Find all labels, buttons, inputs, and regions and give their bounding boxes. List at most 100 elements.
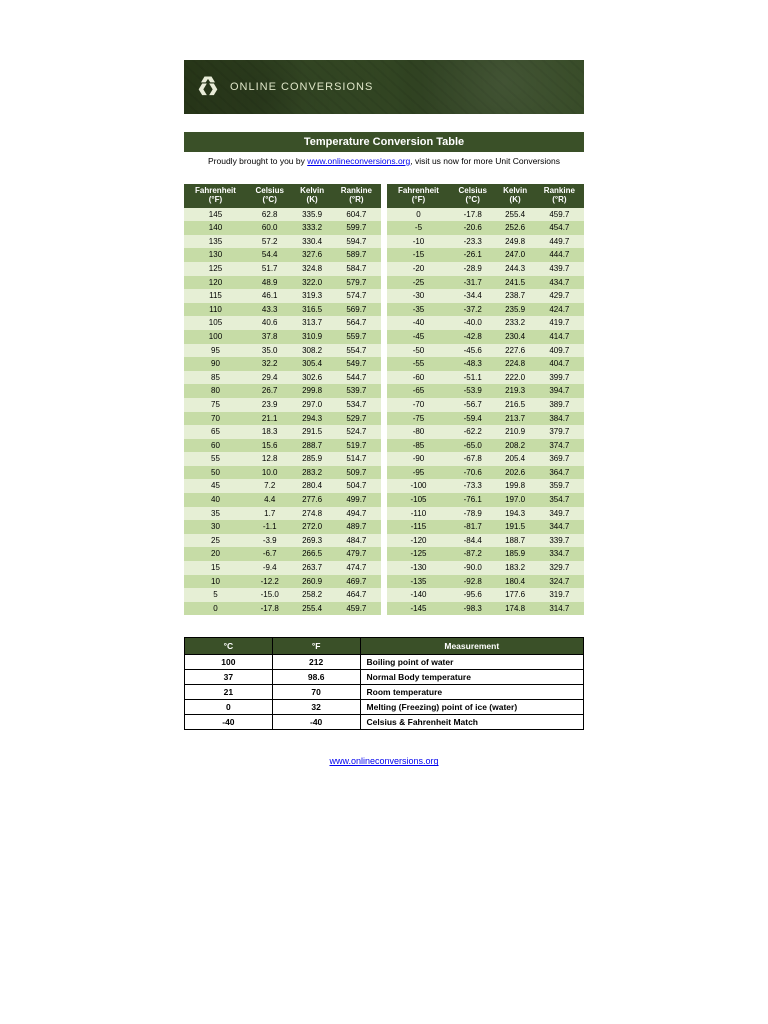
cell: 197.0 (495, 493, 534, 507)
cell: 379.7 (535, 425, 584, 439)
table-row: -20-28.9244.3439.7 (387, 262, 584, 276)
cell: 399.7 (535, 371, 584, 385)
cell: 519.7 (332, 439, 381, 453)
cell: Boiling point of water (360, 655, 583, 670)
cell: 105 (184, 316, 247, 330)
cell: -87.2 (450, 547, 496, 561)
cell: -17.8 (450, 208, 496, 222)
cell: -115 (387, 520, 450, 534)
subtitle-link[interactable]: www.onlineconversions.org (307, 156, 410, 166)
cell: Melting (Freezing) point of ice (water) (360, 700, 583, 715)
cell: 349.7 (535, 507, 584, 521)
cell: 266.5 (292, 547, 331, 561)
cell: 504.7 (332, 479, 381, 493)
cell: 559.7 (332, 330, 381, 344)
table-row: -65-53.9219.3394.7 (387, 384, 584, 398)
conversion-table-right: Fahrenheit(°F) Celsius(°C) Kelvin(K) Ran… (387, 184, 584, 615)
cell: 322.0 (292, 276, 331, 290)
cell: 524.7 (332, 425, 381, 439)
cell: 324.7 (535, 575, 584, 589)
table-row: 5010.0283.2509.7 (184, 466, 381, 480)
cell: 230.4 (495, 330, 534, 344)
cell: 18.3 (247, 425, 293, 439)
cell: 241.5 (495, 276, 534, 290)
col-header-r: Rankine(°R) (332, 184, 381, 208)
table-row: 12551.7324.8584.7 (184, 262, 381, 276)
cell: -6.7 (247, 547, 293, 561)
table-row: -90-67.8205.4369.7 (387, 452, 584, 466)
cell: -1.1 (247, 520, 293, 534)
measurement-table: °C °F Measurement 100212Boiling point of… (184, 637, 584, 730)
table-row: -125-87.2185.9334.7 (387, 547, 584, 561)
cell: -92.8 (450, 575, 496, 589)
cell: 359.7 (535, 479, 584, 493)
cell: 120 (184, 276, 247, 290)
table-row: 10540.6313.7564.7 (184, 316, 381, 330)
cell: 291.5 (292, 425, 331, 439)
col-header-f: Fahrenheit(°F) (387, 184, 450, 208)
cell: 389.7 (535, 398, 584, 412)
cell: -125 (387, 547, 450, 561)
table-row: -135-92.8180.4324.7 (387, 575, 584, 589)
table-row: 0-17.8255.4459.7 (184, 602, 381, 616)
cell: Normal Body temperature (360, 670, 583, 685)
meas-header-c: °C (185, 638, 273, 655)
table-row: -10-23.3249.8449.7 (387, 235, 584, 249)
cell: 50 (184, 466, 247, 480)
cell: 65 (184, 425, 247, 439)
table-row: -110-78.9194.3349.7 (387, 507, 584, 521)
table-row: -75-59.4213.7384.7 (387, 412, 584, 426)
table-row: 12048.9322.0579.7 (184, 276, 381, 290)
table-row: 10037.8310.9559.7 (184, 330, 381, 344)
cell: 549.7 (332, 357, 381, 371)
col-header-k: Kelvin(K) (292, 184, 331, 208)
cell: -76.1 (450, 493, 496, 507)
col-header-k: Kelvin(K) (495, 184, 534, 208)
cell: 70 (272, 685, 360, 700)
cell: -40 (272, 715, 360, 730)
cell: -45.6 (450, 344, 496, 358)
cell: 494.7 (332, 507, 381, 521)
cell: -140 (387, 588, 450, 602)
cell: 4.4 (247, 493, 293, 507)
footer-link[interactable]: www.onlineconversions.org (329, 756, 438, 766)
cell: -20 (387, 262, 450, 276)
cell: 554.7 (332, 344, 381, 358)
cell: 327.6 (292, 248, 331, 262)
cell: 316.5 (292, 303, 331, 317)
cell: 394.7 (535, 384, 584, 398)
cell: -40.0 (450, 316, 496, 330)
cell: -40 (185, 715, 273, 730)
cell: -70 (387, 398, 450, 412)
cell: -90.0 (450, 561, 496, 575)
cell: 344.7 (535, 520, 584, 534)
cell: -98.3 (450, 602, 496, 616)
cell: 224.8 (495, 357, 534, 371)
cell: 244.3 (495, 262, 534, 276)
cell: 564.7 (332, 316, 381, 330)
cell: 227.6 (495, 344, 534, 358)
table-row: 15-9.4263.7474.7 (184, 561, 381, 575)
subtitle-post: , visit us now for more Unit Conversions (410, 156, 560, 166)
cell: 319.7 (535, 588, 584, 602)
cell: 263.7 (292, 561, 331, 575)
cell: 544.7 (332, 371, 381, 385)
cell: -70.6 (450, 466, 496, 480)
cell: 255.4 (292, 602, 331, 616)
cell: 145 (184, 208, 247, 222)
cell: 404.7 (535, 357, 584, 371)
cell: 324.8 (292, 262, 331, 276)
cell: 274.8 (292, 507, 331, 521)
cell: -50 (387, 344, 450, 358)
cell: -120 (387, 534, 450, 548)
cell: 277.6 (292, 493, 331, 507)
cell: 314.7 (535, 602, 584, 616)
cell: 180.4 (495, 575, 534, 589)
cell: 40.6 (247, 316, 293, 330)
cell: 269.3 (292, 534, 331, 548)
cell: 235.9 (495, 303, 534, 317)
cell: -67.8 (450, 452, 496, 466)
table-row: 14060.0333.2599.7 (184, 221, 381, 235)
cell: 255.4 (495, 208, 534, 222)
table-row: -5-20.6252.6454.7 (387, 221, 584, 235)
